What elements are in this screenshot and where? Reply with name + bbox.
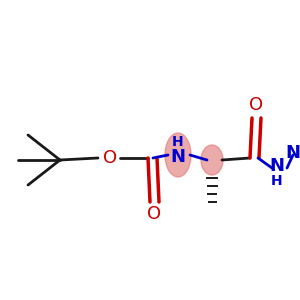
Ellipse shape [201, 145, 223, 175]
Text: H: H [271, 174, 283, 188]
Text: H: H [172, 135, 184, 149]
Text: N: N [170, 148, 185, 166]
Ellipse shape [165, 133, 191, 177]
Text: O: O [249, 96, 263, 114]
Text: O: O [103, 149, 117, 167]
Text: N: N [286, 144, 300, 162]
Text: N: N [269, 157, 284, 175]
Text: O: O [147, 205, 161, 223]
